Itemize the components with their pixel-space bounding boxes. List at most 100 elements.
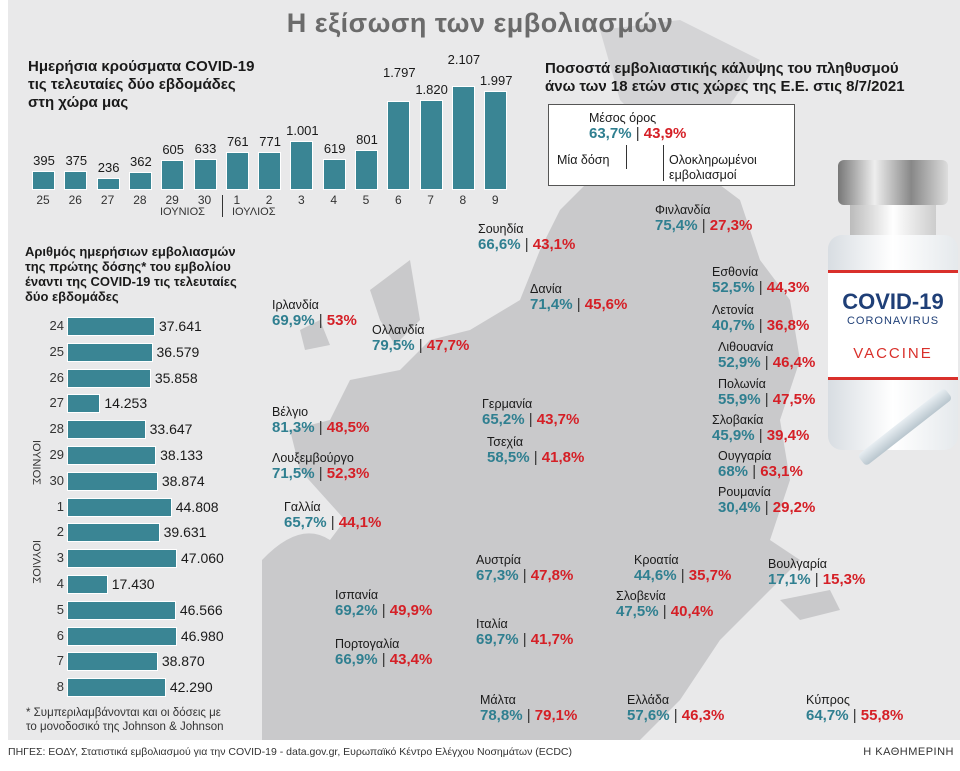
full-vacc-pct: 47,5% [772, 391, 816, 408]
cases-x-label: 29 [165, 193, 179, 207]
vacc-value-label: 46.566 [179, 601, 223, 618]
cases-value-label: 619 [323, 141, 346, 157]
country-name: Σλοβακία [712, 413, 764, 427]
country-label: Μάλτα 78,8% | 79,1% [480, 693, 578, 724]
first-dose-pct: 17,1% [768, 571, 811, 588]
vacc-value-label: 38.874 [161, 472, 205, 489]
vaccine-label-vaccine: VACCINE [853, 345, 933, 362]
full-vacc-pct: 47,8% [530, 567, 574, 584]
cases-value-label: 771 [259, 133, 281, 149]
sources: ΠΗΓΕΣ: ΕΟΔΥ, Στατιστικά εμβολιασμού για … [8, 746, 572, 758]
vacc-value-label: 37.641 [158, 318, 202, 334]
vacc-bar [67, 342, 153, 362]
full-vacc-pct: 49,9% [389, 602, 433, 619]
cases-bar [225, 152, 249, 190]
vacc-bar [67, 471, 158, 491]
average-label: Μέσος όρος [589, 111, 657, 125]
vacc-bar [67, 368, 151, 388]
country-name: Εσθονία [712, 265, 759, 279]
vacc-day-label: 8 [56, 679, 64, 695]
country-name: Μάλτα [480, 693, 516, 707]
first-dose-pct: 52,9% [718, 354, 761, 371]
vacc-day-label: 26 [49, 369, 64, 385]
first-dose-pct: 52,5% [712, 279, 755, 296]
country-name: Αυστρία [476, 553, 521, 567]
country-label: Βουλγαρία 17,1% | 15,3% [768, 557, 866, 588]
cases-bar [387, 101, 411, 190]
full-vacc-pct: 79,1% [534, 707, 578, 724]
country-label: Κύπρος 64,7% | 55,8% [806, 693, 904, 724]
country-label: Πολωνία 55,9% | 47,5% [718, 377, 816, 408]
cases-bar [161, 160, 185, 190]
vacc-value-label: 35.858 [154, 369, 198, 386]
cases-value-label: 236 [97, 160, 120, 176]
avg-first-dose: 63,7% [589, 125, 632, 142]
full-vacc-pct: 15,3% [822, 571, 866, 588]
vacc-bar [67, 523, 160, 543]
first-dose-pct: 47,5% [616, 603, 659, 620]
country-label: Ελλάδα 57,6% | 46,3% [627, 693, 725, 724]
country-label: Κροατία 44,6% | 35,7% [634, 553, 732, 584]
country-label: Ολλανδία 79,5% | 47,7% [372, 323, 470, 354]
month-june-vertical: ΙΟΥΝΙΟΣ [30, 440, 42, 485]
cases-value-label: 1.001 [286, 122, 319, 138]
first-dose-pct: 55,9% [718, 391, 761, 408]
country-name: Ελλάδα [627, 693, 670, 707]
country-name: Σλοβενία [616, 589, 666, 603]
country-label: Σλοβακία 45,9% | 39,4% [712, 413, 810, 444]
country-label: Δανία 71,4% | 45,6% [530, 282, 628, 313]
full-vacc-pct: 63,1% [760, 463, 803, 480]
full-label-line: Ολοκληρωμένοι [669, 153, 757, 167]
country-name: Πορτογαλία [335, 637, 400, 651]
cases-value-label: 362 [130, 154, 152, 170]
cases-bar [193, 158, 217, 190]
country-name: Κροατία [634, 553, 679, 567]
month-july: ΙΟΥΛΙΟΣ [232, 206, 276, 218]
cases-bar [484, 91, 508, 190]
first-dose-pct: 75,4% [655, 217, 698, 234]
full-vacc-pct: 53% [326, 312, 357, 329]
first-dose-label: Μία δόση [557, 153, 610, 167]
full-vacc-pct: 44,3% [766, 279, 810, 296]
country-label: Λετονία 40,7% | 36,8% [712, 303, 810, 334]
vacc-day-label: 2 [56, 524, 64, 540]
first-dose-pct: 67,3% [476, 567, 519, 584]
country-label: Εσθονία 52,5% | 44,3% [712, 265, 810, 296]
first-dose-pct: 40,7% [712, 317, 755, 334]
first-dose-pct: 71,5% [272, 465, 315, 482]
vaccine-label-coronavirus: CORONAVIRUS [846, 315, 940, 327]
full-vacc-pct: 41,7% [530, 631, 574, 648]
cases-x-label: 9 [491, 193, 499, 207]
cases-x-label: 3 [298, 193, 305, 207]
footnote-line: το μονοδοσικό της Johnson & Johnson [26, 721, 224, 733]
cases-value-label: 1.797 [383, 65, 416, 81]
full-vacc-pct: 40,4% [670, 603, 714, 620]
vacc-day-label: 30 [49, 472, 64, 488]
full-vacc-pct: 46,4% [772, 354, 816, 371]
vacc-bar [67, 678, 166, 698]
country-label: Αυστρία 67,3% | 47,8% [476, 553, 574, 584]
country-name: Τσεχία [487, 435, 524, 449]
title-line: έναντι της COVID-19 τις τελευταίες [25, 274, 237, 289]
country-label: Ιταλία 69,7% | 41,7% [476, 617, 574, 648]
country-label: Πορτογαλία 66,9% | 43,4% [335, 637, 433, 668]
country-label: Φινλανδία 75,4% | 27,3% [655, 203, 753, 234]
title-line: τις τελευταίες δύο εβδομάδες [28, 76, 236, 93]
full-vacc-pct: 39,4% [766, 427, 810, 444]
first-dose-pct: 71,4% [530, 296, 573, 313]
vacc-day-label: 6 [56, 627, 64, 643]
full-vacc-pct: 46,3% [681, 707, 725, 724]
vacc-bar [67, 600, 176, 620]
vacc-value-label: 14.253 [104, 395, 148, 412]
cases-x-label: 8 [459, 193, 467, 207]
cases-bar [96, 178, 120, 190]
first-dose-pct: 68% [718, 463, 749, 480]
country-name: Πολωνία [718, 377, 766, 391]
country-label: Γαλλία 65,7% | 44,1% [284, 500, 382, 531]
country-name: Φινλανδία [655, 203, 711, 217]
country-name: Ιρλανδία [272, 298, 319, 312]
cases-bar [128, 172, 152, 190]
vacc-day-label: 24 [49, 318, 64, 333]
country-name: Λετονία [712, 303, 754, 317]
cases-x-label: 25 [36, 193, 50, 207]
